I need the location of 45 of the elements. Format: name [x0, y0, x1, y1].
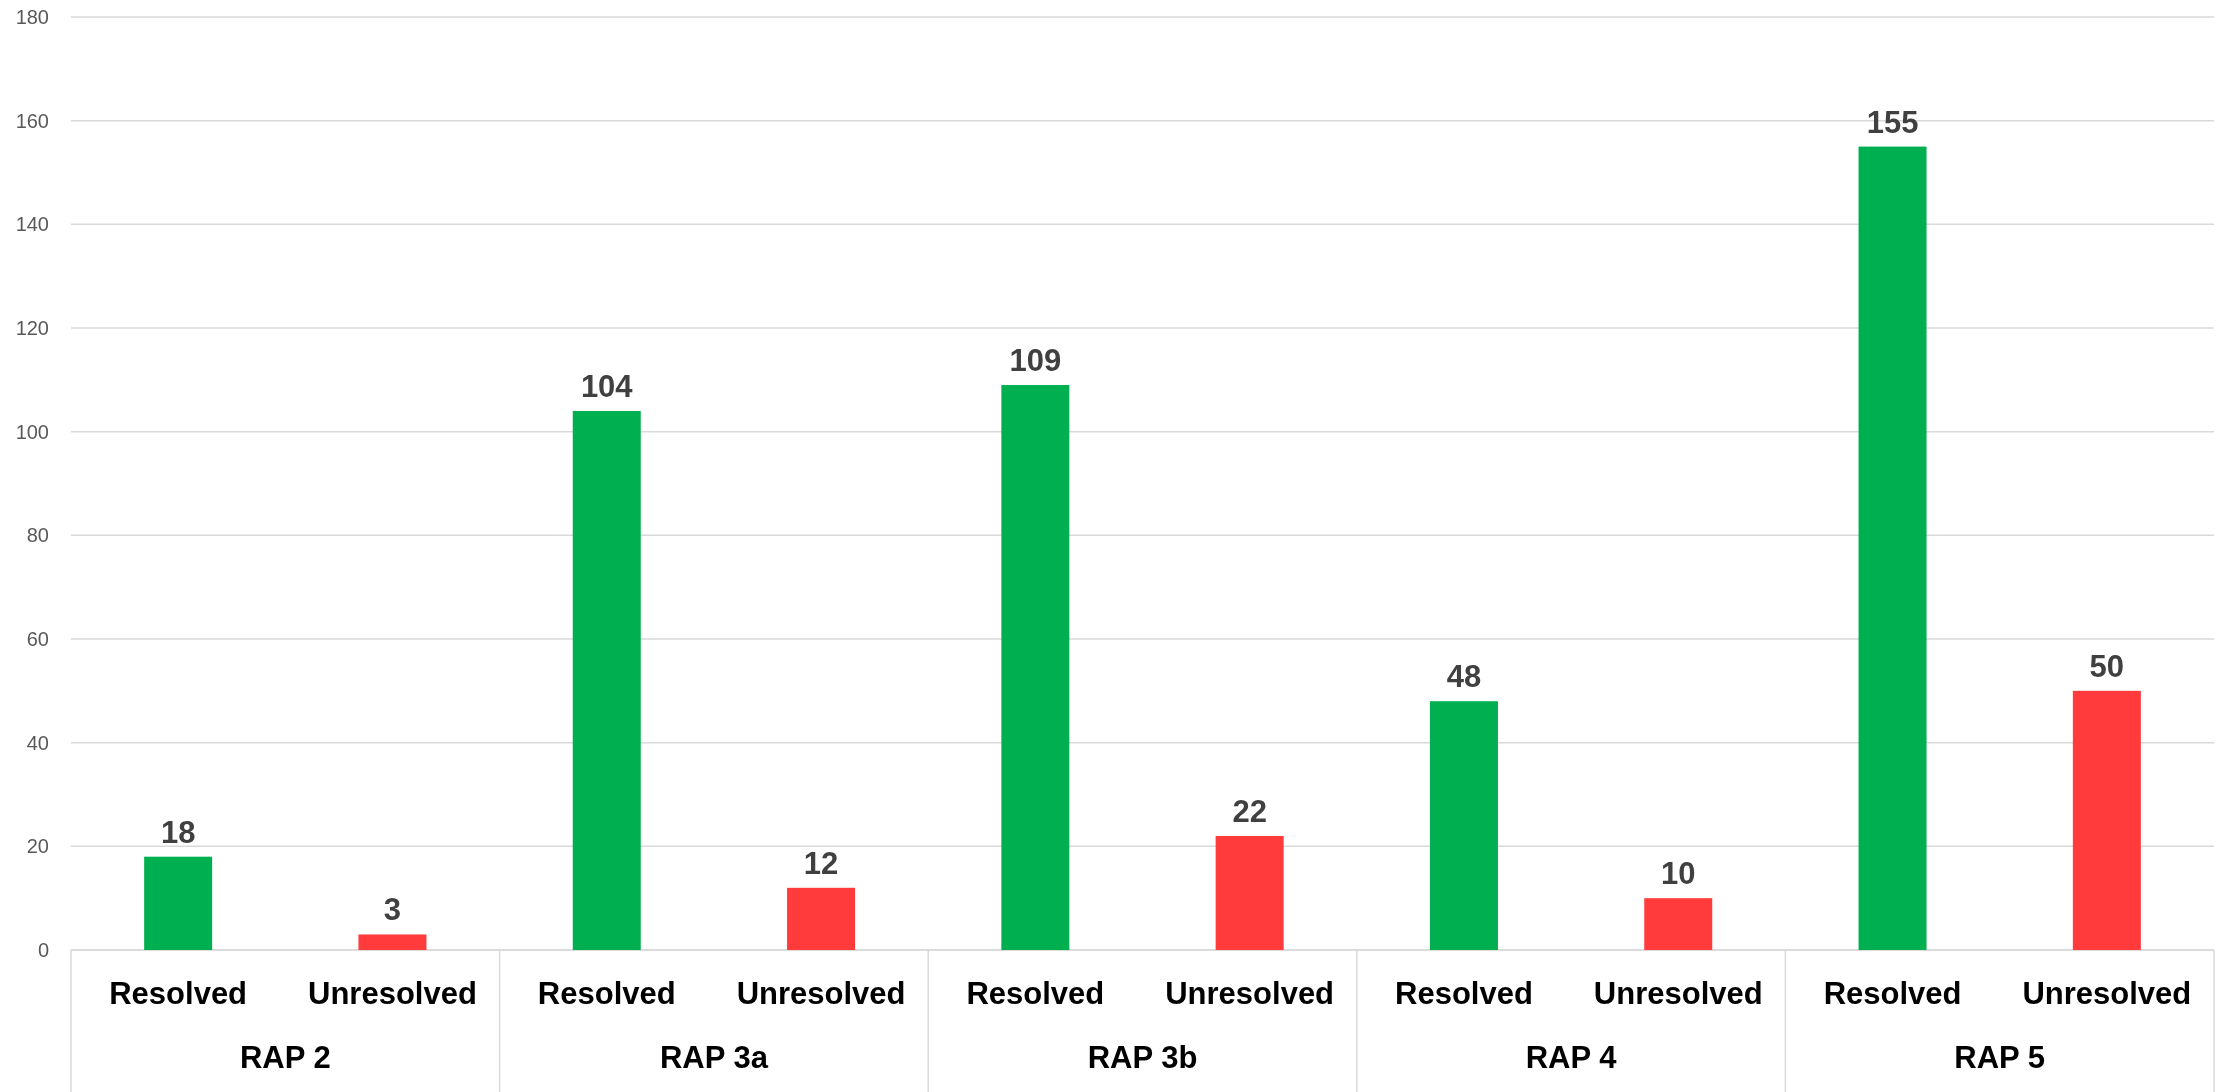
x-tick-label: RAP 5	[1954, 1040, 2046, 1075]
bar	[1858, 146, 1927, 950]
data-label: 3	[383, 892, 402, 928]
x-tick-label: RAP 2	[239, 1040, 331, 1075]
y-tick-label: 60	[26, 628, 49, 650]
data-label: 48	[1446, 659, 1482, 695]
text: Unresolved	[736, 976, 906, 1011]
series-label: Resolved	[109, 976, 248, 1011]
bar	[1429, 701, 1498, 950]
bar	[572, 410, 641, 950]
text: Resolved	[1823, 976, 1962, 1011]
data-label: 104	[580, 368, 634, 404]
data-label: 18	[160, 814, 196, 850]
bar	[358, 934, 427, 950]
text: Unresolved	[1165, 976, 1335, 1011]
data-label: 22	[1232, 793, 1267, 829]
text: Unresolved	[1593, 976, 1763, 1011]
x-tick-label: RAP 3a	[659, 1040, 769, 1075]
y-tick-label: 80	[26, 524, 49, 547]
bar	[1215, 835, 1284, 950]
x-tick-label: RAP 3b	[1087, 1040, 1198, 1075]
data-label: 155	[1866, 104, 1919, 140]
bar	[144, 856, 213, 950]
x-tick-label: RAP 4	[1525, 1040, 1618, 1075]
text: Resolved	[1395, 976, 1533, 1011]
text: Resolved	[966, 976, 1105, 1011]
y-tick-label: 20	[26, 835, 49, 858]
series-label: Unresolved	[308, 976, 477, 1011]
bar	[787, 887, 856, 950]
data-label: 10	[1661, 856, 1696, 892]
bar	[1001, 385, 1070, 950]
y-tick-label: 40	[26, 731, 49, 754]
bar	[1644, 898, 1713, 950]
y-tick-label: 120	[15, 317, 49, 339]
data-label: 109	[1009, 343, 1062, 379]
y-tick-label: 100	[15, 420, 49, 443]
y-tick-label: 160	[15, 109, 49, 132]
text: Resolved	[537, 976, 676, 1011]
bar	[2072, 690, 2141, 950]
y-tick-label: 180	[15, 6, 49, 28]
data-label: 12	[803, 845, 839, 881]
y-tick-label: 0	[37, 939, 49, 961]
data-label: 50	[2089, 648, 2125, 684]
text: Unresolved	[2022, 976, 2192, 1011]
y-tick-label: 140	[15, 213, 49, 236]
